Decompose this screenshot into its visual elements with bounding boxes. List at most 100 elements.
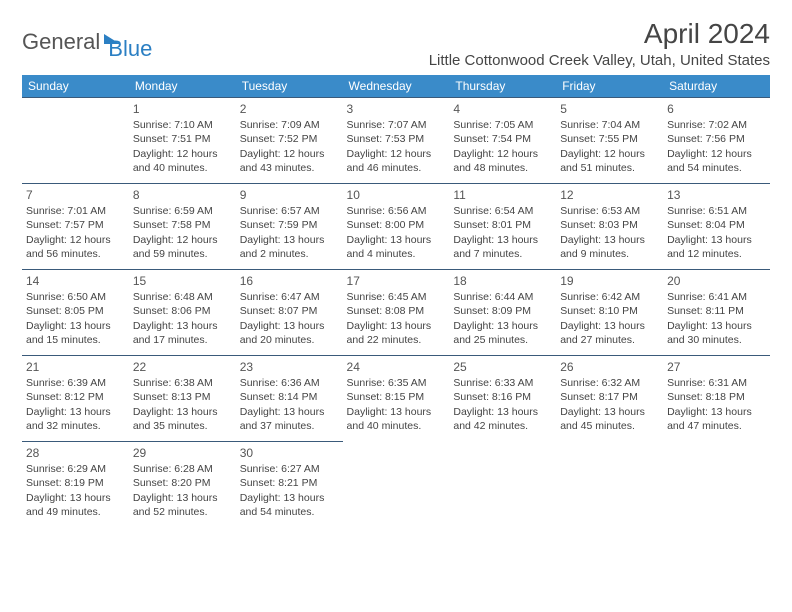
day-cell: 26Sunrise: 6:32 AMSunset: 8:17 PMDayligh… (556, 356, 663, 442)
day-cell: 15Sunrise: 6:48 AMSunset: 8:06 PMDayligh… (129, 270, 236, 356)
daylight-line: Daylight: 13 hours and 45 minutes. (560, 405, 659, 433)
dayname-cell: Sunday (22, 75, 129, 98)
calendar-week-row: 14Sunrise: 6:50 AMSunset: 8:05 PMDayligh… (22, 270, 770, 356)
daylight-line: Daylight: 13 hours and 7 minutes. (453, 233, 552, 261)
empty-cell (556, 442, 663, 528)
calendar-head: SundayMondayTuesdayWednesdayThursdayFrid… (22, 75, 770, 98)
sunrise-line: Sunrise: 6:56 AM (347, 204, 446, 218)
sunset-line: Sunset: 8:06 PM (133, 304, 232, 318)
day-number: 16 (240, 273, 339, 289)
sunrise-line: Sunrise: 6:38 AM (133, 376, 232, 390)
sunrise-line: Sunrise: 7:02 AM (667, 118, 766, 132)
sunrise-line: Sunrise: 6:27 AM (240, 462, 339, 476)
brand-part1: General (22, 29, 100, 55)
sunset-line: Sunset: 8:03 PM (560, 218, 659, 232)
sunset-line: Sunset: 8:10 PM (560, 304, 659, 318)
brand-logo: General Blue (22, 22, 152, 62)
day-number: 7 (26, 187, 125, 203)
day-number: 17 (347, 273, 446, 289)
day-number: 4 (453, 101, 552, 117)
sunrise-line: Sunrise: 6:44 AM (453, 290, 552, 304)
daylight-line: Daylight: 13 hours and 4 minutes. (347, 233, 446, 261)
sunset-line: Sunset: 7:55 PM (560, 132, 659, 146)
day-cell: 4Sunrise: 7:05 AMSunset: 7:54 PMDaylight… (449, 98, 556, 184)
day-number: 15 (133, 273, 232, 289)
sunset-line: Sunset: 8:12 PM (26, 390, 125, 404)
daylight-line: Daylight: 13 hours and 20 minutes. (240, 319, 339, 347)
dayname-cell: Saturday (663, 75, 770, 98)
day-cell: 19Sunrise: 6:42 AMSunset: 8:10 PMDayligh… (556, 270, 663, 356)
calendar-week-row: 1Sunrise: 7:10 AMSunset: 7:51 PMDaylight… (22, 98, 770, 184)
calendar-page: General Blue April 2024 Little Cottonwoo… (0, 0, 792, 528)
day-number: 10 (347, 187, 446, 203)
sunrise-line: Sunrise: 6:29 AM (26, 462, 125, 476)
sunset-line: Sunset: 7:56 PM (667, 132, 766, 146)
sunset-line: Sunset: 8:01 PM (453, 218, 552, 232)
day-number: 21 (26, 359, 125, 375)
day-number: 26 (560, 359, 659, 375)
daylight-line: Daylight: 13 hours and 32 minutes. (26, 405, 125, 433)
sunrise-line: Sunrise: 6:50 AM (26, 290, 125, 304)
sunrise-line: Sunrise: 7:07 AM (347, 118, 446, 132)
sunset-line: Sunset: 7:54 PM (453, 132, 552, 146)
daylight-line: Daylight: 13 hours and 2 minutes. (240, 233, 339, 261)
daylight-line: Daylight: 12 hours and 40 minutes. (133, 147, 232, 175)
day-cell: 25Sunrise: 6:33 AMSunset: 8:16 PMDayligh… (449, 356, 556, 442)
sunrise-line: Sunrise: 6:54 AM (453, 204, 552, 218)
sunrise-line: Sunrise: 6:35 AM (347, 376, 446, 390)
day-cell: 28Sunrise: 6:29 AMSunset: 8:19 PMDayligh… (22, 442, 129, 528)
day-cell: 10Sunrise: 6:56 AMSunset: 8:00 PMDayligh… (343, 184, 450, 270)
sunset-line: Sunset: 8:08 PM (347, 304, 446, 318)
daylight-line: Daylight: 12 hours and 43 minutes. (240, 147, 339, 175)
sunrise-line: Sunrise: 7:09 AM (240, 118, 339, 132)
sunset-line: Sunset: 8:16 PM (453, 390, 552, 404)
day-number: 12 (560, 187, 659, 203)
sunset-line: Sunset: 8:00 PM (347, 218, 446, 232)
daylight-line: Daylight: 13 hours and 42 minutes. (453, 405, 552, 433)
day-cell: 2Sunrise: 7:09 AMSunset: 7:52 PMDaylight… (236, 98, 343, 184)
sunset-line: Sunset: 8:18 PM (667, 390, 766, 404)
calendar-week-row: 28Sunrise: 6:29 AMSunset: 8:19 PMDayligh… (22, 442, 770, 528)
day-number: 27 (667, 359, 766, 375)
day-number: 29 (133, 445, 232, 461)
sunset-line: Sunset: 8:04 PM (667, 218, 766, 232)
sunrise-line: Sunrise: 6:47 AM (240, 290, 339, 304)
daylight-line: Daylight: 12 hours and 51 minutes. (560, 147, 659, 175)
day-cell: 29Sunrise: 6:28 AMSunset: 8:20 PMDayligh… (129, 442, 236, 528)
empty-cell (22, 98, 129, 184)
sunset-line: Sunset: 7:53 PM (347, 132, 446, 146)
sunset-line: Sunset: 8:19 PM (26, 476, 125, 490)
brand-part2: Blue (108, 36, 152, 62)
sunrise-line: Sunrise: 6:57 AM (240, 204, 339, 218)
day-cell: 16Sunrise: 6:47 AMSunset: 8:07 PMDayligh… (236, 270, 343, 356)
day-cell: 9Sunrise: 6:57 AMSunset: 7:59 PMDaylight… (236, 184, 343, 270)
sunrise-line: Sunrise: 6:59 AM (133, 204, 232, 218)
daylight-line: Daylight: 13 hours and 35 minutes. (133, 405, 232, 433)
day-cell: 18Sunrise: 6:44 AMSunset: 8:09 PMDayligh… (449, 270, 556, 356)
sunrise-line: Sunrise: 6:41 AM (667, 290, 766, 304)
sunrise-line: Sunrise: 6:45 AM (347, 290, 446, 304)
day-cell: 21Sunrise: 6:39 AMSunset: 8:12 PMDayligh… (22, 356, 129, 442)
day-number: 1 (133, 101, 232, 117)
sunrise-line: Sunrise: 7:10 AM (133, 118, 232, 132)
day-number: 28 (26, 445, 125, 461)
daylight-line: Daylight: 12 hours and 59 minutes. (133, 233, 232, 261)
calendar-week-row: 21Sunrise: 6:39 AMSunset: 8:12 PMDayligh… (22, 356, 770, 442)
day-cell: 11Sunrise: 6:54 AMSunset: 8:01 PMDayligh… (449, 184, 556, 270)
sunset-line: Sunset: 8:09 PM (453, 304, 552, 318)
day-cell: 3Sunrise: 7:07 AMSunset: 7:53 PMDaylight… (343, 98, 450, 184)
daylight-line: Daylight: 13 hours and 17 minutes. (133, 319, 232, 347)
day-cell: 5Sunrise: 7:04 AMSunset: 7:55 PMDaylight… (556, 98, 663, 184)
daylight-line: Daylight: 13 hours and 15 minutes. (26, 319, 125, 347)
day-number: 24 (347, 359, 446, 375)
sunset-line: Sunset: 8:15 PM (347, 390, 446, 404)
sunset-line: Sunset: 7:51 PM (133, 132, 232, 146)
day-number: 23 (240, 359, 339, 375)
empty-cell (343, 442, 450, 528)
sunrise-line: Sunrise: 6:32 AM (560, 376, 659, 390)
sunset-line: Sunset: 8:20 PM (133, 476, 232, 490)
daylight-line: Daylight: 12 hours and 48 minutes. (453, 147, 552, 175)
sunset-line: Sunset: 8:17 PM (560, 390, 659, 404)
daylight-line: Daylight: 13 hours and 47 minutes. (667, 405, 766, 433)
sunset-line: Sunset: 7:58 PM (133, 218, 232, 232)
